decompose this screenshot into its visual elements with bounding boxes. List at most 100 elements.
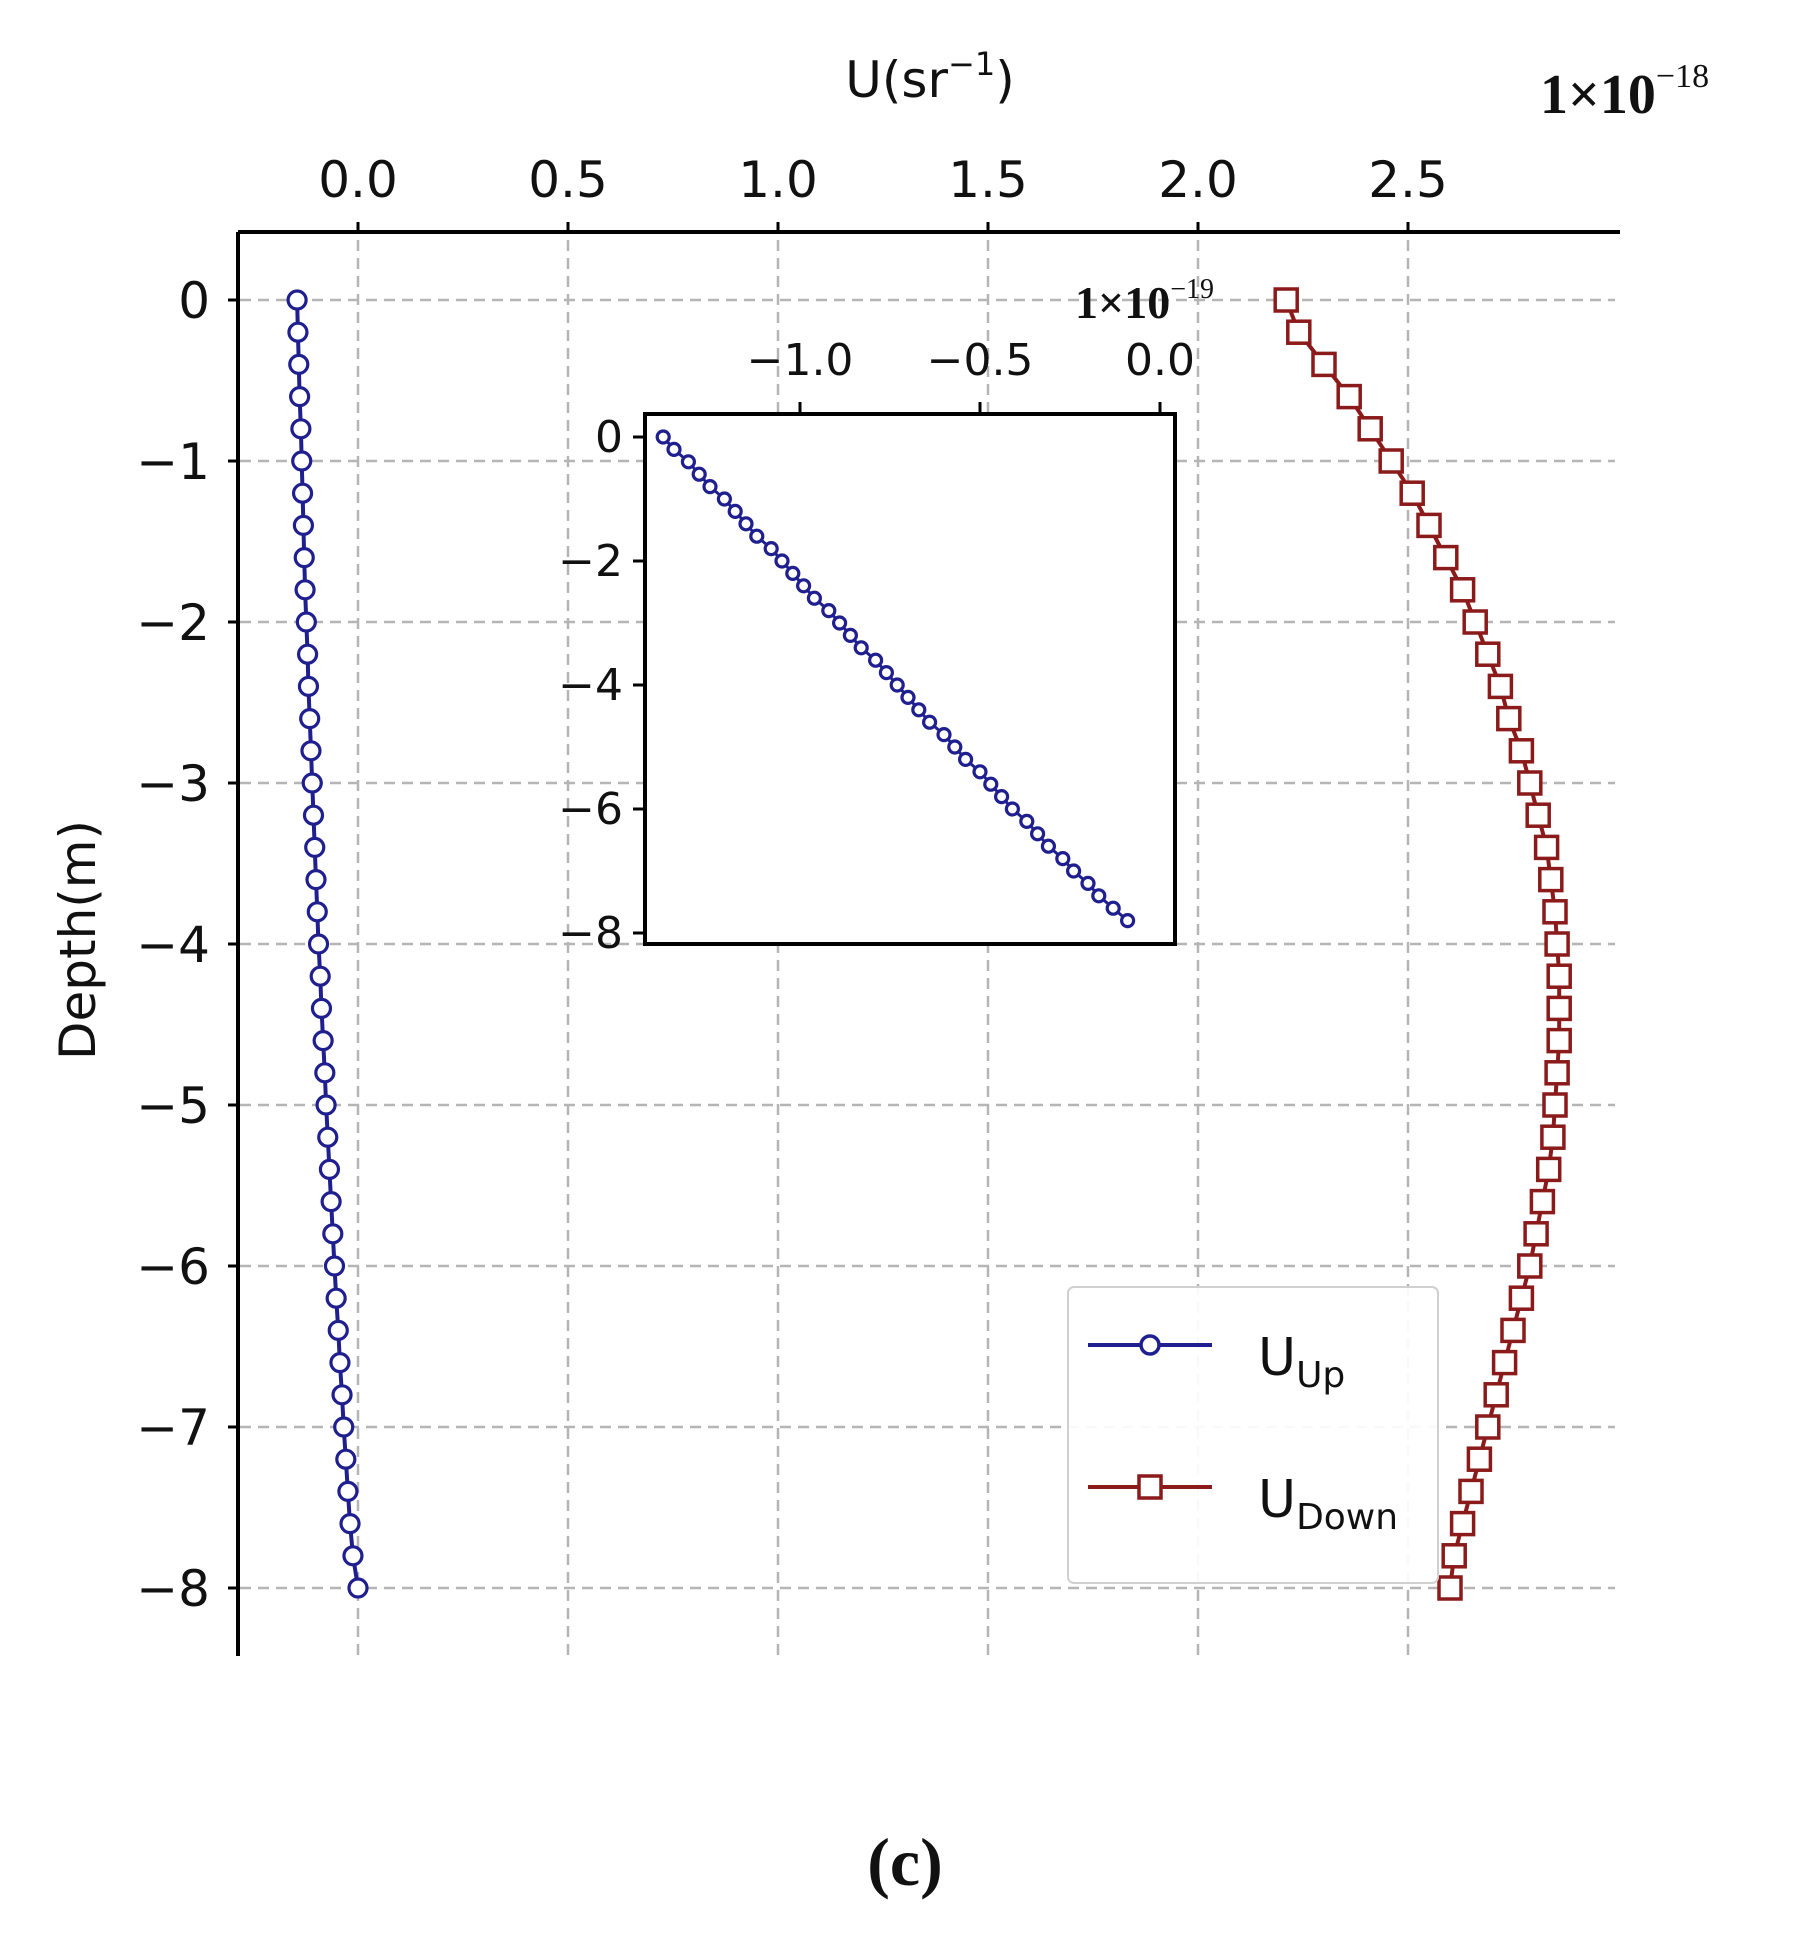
u-up-point <box>347 1577 369 1599</box>
u-up-point <box>314 1062 336 1084</box>
inset-y-tick-label: 0 <box>595 412 623 463</box>
inset-y-tick-label: −4 <box>558 660 623 711</box>
u-down-point <box>1475 1414 1501 1440</box>
inset-u-up-point <box>763 540 779 557</box>
x-tick-label: 0.5 <box>528 151 608 209</box>
u-up-point <box>320 1190 342 1213</box>
u-down-point <box>1544 931 1570 957</box>
u-up-point <box>310 997 333 1020</box>
u-up-point <box>299 707 321 730</box>
u-down-point <box>1491 1349 1518 1376</box>
u-down-point <box>1416 512 1442 539</box>
u-up-point <box>315 1094 337 1116</box>
u-up-point <box>329 1351 351 1374</box>
u-up-point <box>292 514 314 537</box>
u-up-point <box>317 1126 339 1148</box>
u-up-point <box>325 1287 347 1309</box>
y-tick-label: −6 <box>136 1238 210 1296</box>
inset-u-up-point <box>1019 813 1035 830</box>
inset-u-up-point <box>1040 838 1057 854</box>
inset-u-up-point <box>1080 875 1096 892</box>
y-axis-label: Depth(m) <box>49 820 107 1060</box>
u-down-point <box>1449 1510 1476 1537</box>
legend-marker-u-down <box>1137 1474 1163 1500</box>
u-up-point <box>331 1384 353 1406</box>
inset-u-up-point <box>853 640 869 656</box>
u-down-point <box>1525 802 1551 828</box>
u-up-point <box>306 901 328 923</box>
inset-u-up-point <box>1105 900 1121 916</box>
inset-y-tick-label: −2 <box>558 536 623 587</box>
inset-x-tick-label: 0.0 <box>1125 335 1195 386</box>
inset-u-up-point <box>842 627 859 644</box>
u-up-point <box>297 643 319 665</box>
inset-u-up-point <box>993 788 1010 805</box>
inset-u-up-point <box>1119 912 1136 929</box>
inset-u-up-point <box>821 602 837 619</box>
inset-u-up-point <box>936 726 952 743</box>
inset-x-tick-label: −1.0 <box>747 335 854 386</box>
inset-u-up-point <box>716 491 733 507</box>
legend-entry-u-down: UDown <box>1088 1470 1398 1538</box>
inset-u-up-point <box>655 429 671 445</box>
u-down-point <box>1273 287 1299 313</box>
inset-frame <box>643 412 1177 946</box>
legend-entry-u-up: UUp <box>1088 1328 1345 1396</box>
u-up-point <box>301 772 323 794</box>
u-down-point <box>1449 577 1476 603</box>
u-down-point <box>1542 1092 1568 1118</box>
inset-u-up-point <box>785 565 801 582</box>
figure-caption: (c) <box>867 1824 943 1900</box>
u-up-point <box>287 321 309 343</box>
u-up-point <box>291 482 314 504</box>
inset-u-up-point <box>680 454 697 470</box>
u-down-point <box>1357 416 1383 442</box>
u-up-point <box>302 804 325 826</box>
u-down-point <box>1529 1188 1556 1215</box>
inset-u-up-point <box>666 441 682 457</box>
u-down-point <box>1433 544 1459 571</box>
u-down-point <box>1544 1060 1570 1086</box>
u-down-point <box>1535 1156 1562 1183</box>
u-up-point <box>300 740 322 762</box>
u-down-point <box>1311 351 1337 378</box>
x-axis-label: U(sr−1) <box>845 45 1014 109</box>
u-up-point <box>318 1158 341 1181</box>
u-down-point <box>1500 1317 1526 1344</box>
x-tick-label: 2.5 <box>1368 151 1448 209</box>
inset-u-up-point <box>889 677 905 693</box>
inset-u-up-point <box>921 714 938 730</box>
y-tick-label: −5 <box>136 1077 210 1135</box>
inset-u-up-point <box>1029 826 1046 842</box>
legend-frame <box>1067 1286 1439 1584</box>
inset-y-tick-label: −6 <box>558 784 623 835</box>
u-down-point <box>1540 1124 1566 1150</box>
series-u-up <box>286 289 369 1599</box>
inset-y-tick-label: −8 <box>558 908 623 959</box>
u-down-point <box>1517 770 1543 796</box>
legend-marker-u-up <box>1139 1334 1161 1356</box>
inset-u-up-point <box>947 739 963 755</box>
u-up-point <box>297 675 320 698</box>
main-exponent-label: 1×10−18 <box>1540 58 1709 126</box>
u-down-point <box>1546 995 1572 1022</box>
inset-u-up-point <box>972 764 988 780</box>
inset-chart: −1.0 −0.5 0.0 0 −2 −4 −6 −8 1×10−19 <box>558 274 1214 959</box>
u-up-point <box>286 289 308 311</box>
legend: UUp UDown <box>1067 1286 1439 1584</box>
u-down-point <box>1458 1478 1484 1505</box>
y-tick-label: −1 <box>136 433 210 491</box>
x-tick-label: 1.5 <box>948 151 1028 209</box>
inset-u-up-point <box>911 702 927 718</box>
inset-series <box>655 429 1136 929</box>
u-up-point <box>323 1255 346 1277</box>
inset-u-up-point <box>878 664 895 681</box>
u-down-point <box>1487 673 1514 700</box>
y-tick-label: −2 <box>136 594 210 652</box>
inset-u-up-point <box>1091 888 1107 904</box>
u-up-point <box>335 1448 357 1470</box>
inset-u-up-point <box>1055 850 1071 867</box>
u-down-point <box>1538 866 1564 893</box>
u-up-point <box>342 1545 364 1567</box>
